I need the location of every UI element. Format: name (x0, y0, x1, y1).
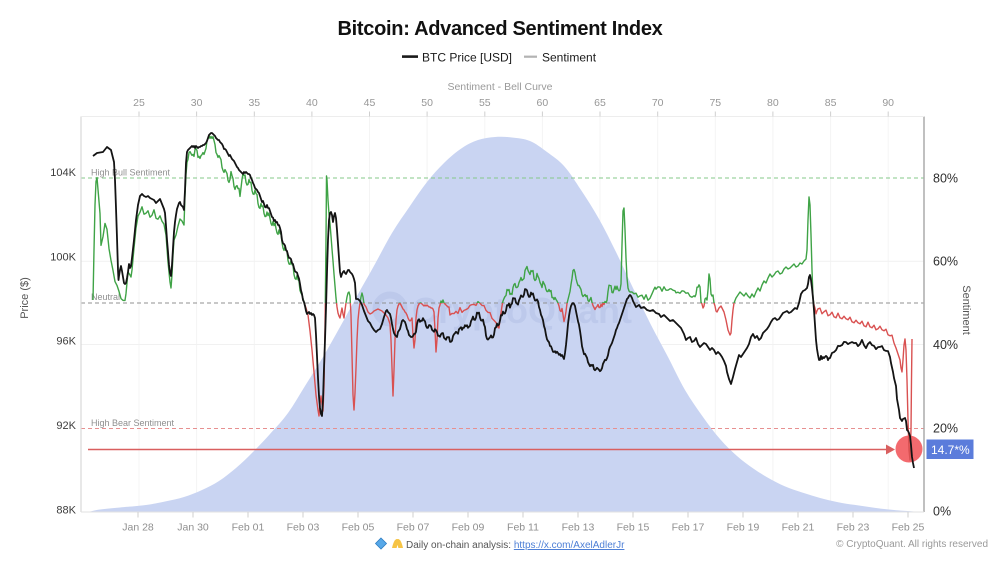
svg-text:65: 65 (594, 97, 606, 109)
svg-text:Feb 11: Feb 11 (507, 522, 539, 534)
svg-text:90: 90 (882, 97, 894, 109)
svg-text:20%: 20% (933, 421, 958, 435)
svg-text:Price ($): Price ($) (19, 277, 31, 319)
svg-text:Feb 25: Feb 25 (892, 522, 925, 534)
svg-text:High Bear Sentiment: High Bear Sentiment (91, 418, 175, 428)
svg-text:Jan 28: Jan 28 (122, 522, 154, 534)
svg-text:0%: 0% (933, 505, 951, 519)
svg-text:Feb 07: Feb 07 (397, 522, 430, 534)
svg-text:92K: 92K (56, 420, 76, 432)
svg-text:BTC Price [USD]: BTC Price [USD] (422, 51, 512, 65)
svg-text:14.7*%: 14.7*% (931, 443, 970, 457)
svg-text:75: 75 (709, 97, 721, 109)
svg-text:96K: 96K (56, 336, 76, 348)
svg-text:Jan 30: Jan 30 (177, 522, 209, 534)
svg-text:Feb 17: Feb 17 (672, 522, 705, 534)
svg-text:40%: 40% (933, 338, 958, 352)
svg-text:50: 50 (421, 97, 433, 109)
svg-text:85: 85 (825, 97, 837, 109)
svg-text:Feb 01: Feb 01 (232, 522, 265, 534)
svg-text:Feb 05: Feb 05 (342, 522, 375, 534)
svg-text:80: 80 (767, 97, 779, 109)
svg-text:Feb 19: Feb 19 (727, 522, 760, 534)
svg-text:55: 55 (479, 97, 491, 109)
svg-text:60%: 60% (933, 255, 958, 269)
svg-text:70: 70 (652, 97, 664, 109)
svg-text:40: 40 (306, 97, 318, 109)
svg-text:25: 25 (133, 97, 145, 109)
svg-text:45: 45 (364, 97, 376, 109)
svg-text:Neutral: Neutral (91, 292, 120, 302)
svg-text:Sentiment - Bell Curve: Sentiment - Bell Curve (447, 81, 552, 93)
svg-text:88K: 88K (56, 504, 76, 516)
svg-text:High Bull Sentiment: High Bull Sentiment (91, 168, 171, 178)
svg-text:Feb 09: Feb 09 (452, 522, 485, 534)
svg-text:Feb 03: Feb 03 (287, 522, 320, 534)
svg-text:Sentiment: Sentiment (542, 51, 597, 65)
svg-text:Feb 13: Feb 13 (562, 522, 595, 534)
svg-text:© CryptoQuant. All rights rese: © CryptoQuant. All rights reserved (836, 539, 988, 550)
svg-text:80%: 80% (933, 172, 958, 186)
svg-text:60: 60 (537, 97, 549, 109)
svg-text:30: 30 (191, 97, 203, 109)
svg-text:Sentiment: Sentiment (960, 285, 972, 335)
svg-text:Feb 23: Feb 23 (837, 522, 870, 534)
svg-text:35: 35 (248, 97, 260, 109)
svg-text:Feb 21: Feb 21 (782, 522, 815, 534)
svg-text:Feb 15: Feb 15 (617, 522, 650, 534)
svg-text:Bitcoin: Advanced Sentiment In: Bitcoin: Advanced Sentiment Index (338, 18, 663, 40)
svg-text:104K: 104K (50, 167, 76, 179)
svg-text:Daily on-chain analysis: https: Daily on-chain analysis: https://x.com/A… (406, 540, 625, 551)
svg-text:100K: 100K (50, 251, 76, 263)
